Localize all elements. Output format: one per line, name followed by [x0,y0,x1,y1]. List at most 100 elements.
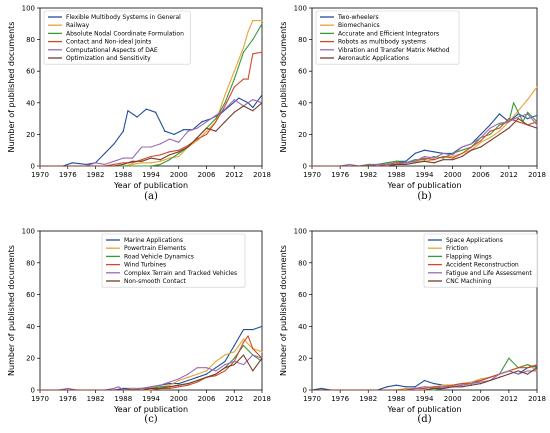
y-tick-label: 40 [26,99,35,107]
data-point [168,159,171,161]
data-point [122,157,124,159]
data-point [94,162,97,164]
data-point [461,146,463,148]
data-point [242,354,245,356]
x-tick-label: 1976 [331,395,349,403]
x-axis-label: Year of publication [113,405,188,414]
legend-label: Wind Turbines [124,262,166,269]
legend-label: Road Vehicle Dynamics [124,253,194,260]
data-point [242,328,245,331]
data-point [536,114,538,117]
data-point [196,127,198,129]
series-line [39,354,263,391]
panel-label: (a) [144,191,158,202]
data-point [145,108,147,110]
data-point [178,383,180,385]
data-point [178,384,180,386]
x-tick-label: 2000 [170,171,188,179]
data-point [150,386,152,388]
data-point [247,335,249,337]
legend-label: Absolute Nodal Coordinate Formulation [66,30,184,37]
data-point [536,367,538,369]
x-tick-label: 2018 [528,395,546,403]
data-point [122,130,124,132]
series-path [312,364,538,391]
x-tick-label: 2012 [225,395,243,403]
data-point [527,363,529,366]
data-point [261,360,263,362]
x-tick-label: 1970 [31,395,49,403]
data-point [517,367,519,369]
data-point [187,383,189,385]
x-tick-label: 1970 [31,171,49,179]
data-point [187,379,189,382]
data-point [205,370,208,372]
data-point [252,39,254,41]
data-point [489,379,491,382]
data-point [141,389,143,391]
data-point [442,157,444,159]
data-point [470,383,472,385]
data-point [187,376,189,378]
data-point [168,386,171,388]
data-point [159,387,161,390]
data-point [196,379,198,382]
data-point [150,157,152,159]
data-point [182,129,184,131]
x-tick-label: 1988 [387,395,405,403]
data-point [489,140,491,142]
data-point [423,379,426,382]
y-tick-label: 100 [22,228,35,236]
legend-label: Vibration and Transfer Matrix Method [338,47,450,54]
data-point [187,130,189,132]
data-point [205,127,208,129]
data-point [442,155,444,158]
data-point [395,163,397,166]
data-point [205,367,208,369]
data-point [252,20,254,22]
x-tick-label: 2012 [500,395,518,403]
series-path [40,20,262,167]
data-point [168,138,171,140]
data-point [196,138,198,140]
series-path [40,102,263,167]
y-axis-label: Number of published documents [279,245,288,376]
data-point [508,121,510,123]
legend-label: Contact and Non-ideal Joints [66,39,151,46]
legend-label: Aeronautic Applications [338,55,409,62]
data-point [489,136,491,139]
legend-label: Space Applications [446,237,503,244]
data-point [215,375,217,377]
data-point [498,122,501,124]
data-point [173,133,175,135]
series-line [39,102,263,167]
x-tick-label: 1976 [59,171,77,179]
legend-label: Fatigue and Life Assessment [446,270,532,277]
data-point [461,386,463,388]
data-point [261,102,263,104]
data-point [461,149,463,151]
data-point [452,386,454,388]
x-tick-label: 1970 [303,395,321,403]
x-tick-label: 1994 [416,395,434,403]
data-point [233,360,235,362]
data-point [215,114,217,117]
data-point [498,130,501,132]
legend-label: Non-smooth Contact [124,278,186,285]
data-point [150,155,152,158]
x-tick-label: 1994 [142,395,160,403]
data-point [527,370,529,372]
data-point [233,78,235,80]
legend-label: Marine Applications [124,237,183,244]
data-point [252,328,254,331]
x-axis-label: Year of publication [386,181,461,190]
data-point [252,106,254,109]
series-line [39,51,263,167]
data-point [414,386,416,388]
data-point [470,143,472,145]
data-point [201,121,203,123]
data-point [452,384,454,386]
data-point [261,94,263,96]
